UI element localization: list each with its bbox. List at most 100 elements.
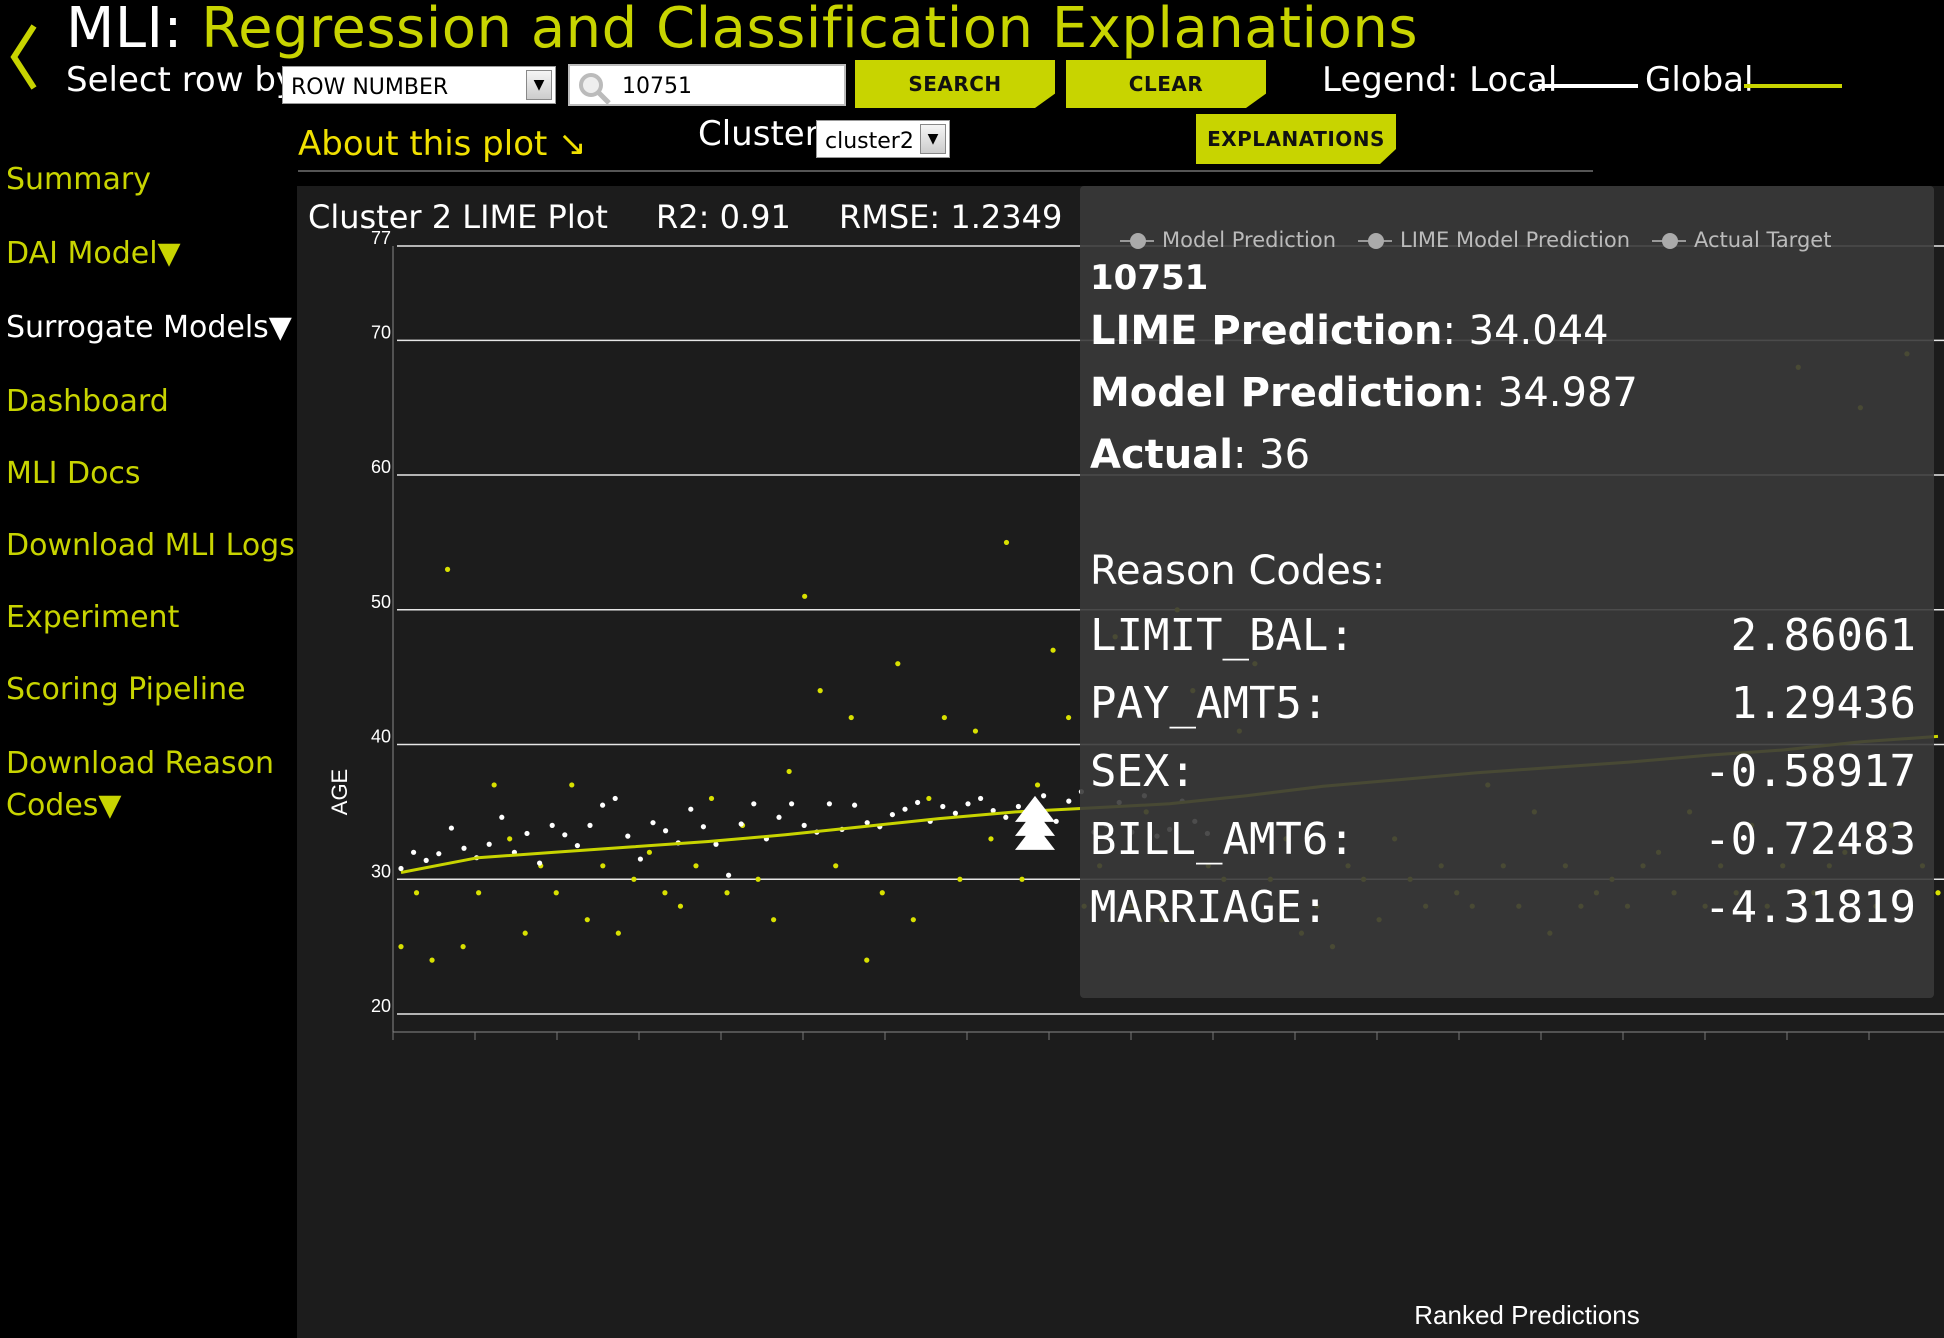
- x-axis-label: Ranked Predictions: [1414, 1300, 1639, 1330]
- row-select-dropdown[interactable]: ROW NUMBER ▼: [282, 66, 556, 104]
- search-icon: [579, 73, 611, 105]
- lime-point: [726, 872, 732, 878]
- actual-point: [413, 890, 420, 896]
- lime-point: [411, 849, 417, 855]
- lime-point: [1053, 818, 1059, 824]
- tooltip-actual: Actual: 36: [1090, 432, 1311, 478]
- actual-point: [429, 957, 435, 963]
- select-row-label: Select row by:: [66, 60, 306, 100]
- lime-point: [574, 842, 580, 849]
- sidebar-item-scoring-pipeline[interactable]: Scoring Pipeline: [6, 672, 246, 707]
- actual-point: [1050, 647, 1056, 653]
- back-chevron-icon[interactable]: [6, 22, 40, 92]
- actual-point: [817, 688, 823, 694]
- lime-point: [486, 841, 492, 847]
- actual-point: [771, 917, 777, 923]
- lime-point: [663, 828, 669, 834]
- actual-point: [708, 795, 715, 802]
- lime-point: [902, 806, 908, 812]
- clear-button[interactable]: CLEAR: [1066, 60, 1266, 108]
- sidebar-item-experiment[interactable]: Experiment: [6, 600, 180, 635]
- lime-point: [499, 814, 505, 820]
- y-tick-label: 30: [371, 861, 391, 881]
- cluster-label: Cluster:: [698, 114, 830, 154]
- lime-point: [612, 795, 618, 802]
- legend-item-model-prediction[interactable]: Model Prediction: [1120, 228, 1336, 252]
- y-tick-label: 70: [371, 322, 391, 342]
- tooltip-lime-prediction: LIME Prediction: 34.044: [1090, 308, 1609, 354]
- actual-point: [848, 714, 854, 721]
- actual-point: [864, 957, 870, 963]
- actual-point: [755, 876, 761, 882]
- actual-point: [507, 836, 513, 842]
- lime-point: [398, 865, 404, 872]
- y-tick-label: 77: [371, 228, 391, 248]
- y-tick-label: 50: [371, 592, 391, 612]
- tooltip-row-id: 10751: [1090, 258, 1209, 298]
- lime-point: [1003, 814, 1009, 820]
- cluster-select-value: cluster2: [825, 129, 914, 154]
- actual-point: [522, 930, 528, 936]
- lime-point: [776, 814, 782, 820]
- legend-item-actual-target[interactable]: Actual Target: [1652, 228, 1831, 252]
- legend-item-lime-prediction[interactable]: LIME Model Prediction: [1358, 228, 1630, 252]
- actual-point: [879, 890, 885, 896]
- selected-row-marker: [1015, 823, 1055, 850]
- actual-point: [569, 782, 575, 788]
- sidebar-item-dashboard[interactable]: Dashboard: [6, 384, 169, 419]
- actual-point: [833, 863, 839, 869]
- search-input[interactable]: 10751: [568, 64, 846, 106]
- lime-point: [600, 802, 606, 808]
- search-button[interactable]: SEARCH: [855, 60, 1055, 108]
- sidebar-item-download-reason[interactable]: Download Reason: [6, 746, 274, 781]
- row-tooltip: Model Prediction LIME Model Prediction A…: [1080, 186, 1934, 998]
- page-title: MLI: Regression and Classification Expla…: [66, 0, 1418, 61]
- actual-point: [926, 795, 932, 802]
- lime-point: [587, 822, 593, 828]
- lime-point: [915, 799, 921, 806]
- actual-point: [460, 944, 466, 950]
- lime-point: [562, 832, 568, 838]
- sidebar-item-reason-codes[interactable]: Codes▼: [6, 788, 122, 823]
- actual-point: [662, 890, 668, 896]
- legend-local-label: Legend: Local: [1322, 60, 1558, 100]
- legend-local-line: [1538, 84, 1638, 88]
- lime-point: [864, 820, 870, 826]
- dropdown-arrow-icon[interactable]: ▼: [920, 124, 946, 154]
- actual-point: [1019, 876, 1025, 882]
- sidebar-item-download-mli-logs[interactable]: Download MLI Logs: [6, 528, 295, 563]
- actual-point: [910, 917, 916, 923]
- actual-point: [553, 890, 559, 896]
- actual-point: [631, 876, 637, 882]
- actual-point: [646, 849, 653, 855]
- legend-marker-icon: [1120, 233, 1154, 249]
- dropdown-arrow-icon[interactable]: ▼: [526, 70, 552, 100]
- legend-marker-icon: [1358, 233, 1392, 249]
- sidebar-item-dai-model[interactable]: DAI Model▼: [6, 236, 181, 271]
- lime-point: [650, 820, 656, 826]
- sidebar-item-summary[interactable]: Summary: [6, 162, 151, 197]
- actual-point: [1065, 714, 1072, 721]
- legend-marker-icon: [1652, 233, 1686, 249]
- actual-point: [476, 890, 482, 896]
- sidebar-item-mli-docs[interactable]: MLI Docs: [6, 456, 141, 491]
- explanations-button[interactable]: EXPLANATIONS: [1196, 114, 1396, 164]
- title-main: Regression and Classification Explanatio…: [201, 0, 1419, 61]
- row-select-value: ROW NUMBER: [291, 75, 449, 100]
- legend-global-label: Global: [1645, 60, 1754, 100]
- sidebar-item-surrogate-models[interactable]: Surrogate Models▼: [6, 310, 292, 345]
- about-plot-link[interactable]: About this plot ↘: [298, 124, 587, 164]
- actual-point: [693, 863, 699, 869]
- lime-point: [549, 822, 555, 828]
- lime-point: [461, 845, 467, 851]
- subheader-divider: [298, 170, 1593, 172]
- lime-point: [436, 851, 442, 857]
- actual-point: [941, 714, 947, 721]
- cluster-select-dropdown[interactable]: cluster2 ▼: [816, 120, 950, 158]
- lime-point: [637, 856, 643, 862]
- actual-point: [1003, 539, 1010, 546]
- search-value: 10751: [622, 74, 692, 99]
- lime-point: [700, 824, 706, 830]
- lime-point: [789, 801, 795, 807]
- actual-point: [1935, 890, 1941, 896]
